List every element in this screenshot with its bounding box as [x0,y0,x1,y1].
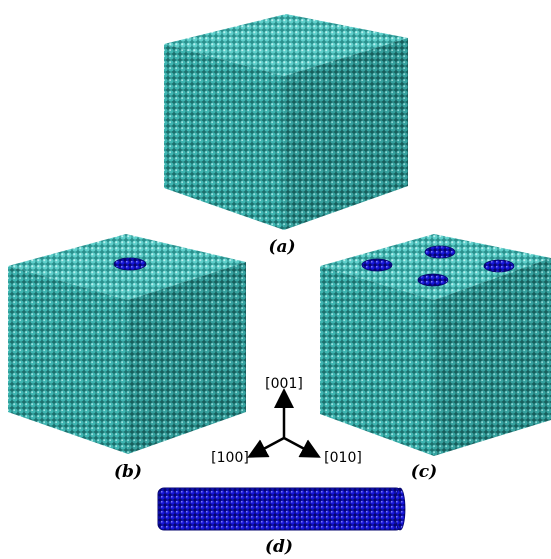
panel-label-b: (b) [114,462,142,482]
cube-c-left-face [320,266,434,456]
cube-a-right-face [284,38,408,230]
cube-a-top-face [164,14,408,76]
axis-y-arrow [283,436,321,458]
cube-c [320,234,551,456]
cube-c-inclusion-1 [424,245,456,259]
panel-label-c: (c) [411,462,437,482]
cube-c-inclusion-2 [361,258,393,272]
cube-c-inclusion-4 [417,273,449,287]
cube-c-top-face [320,234,551,300]
rod-d-body [157,487,403,531]
cube-b [8,234,246,454]
panel-label-d: (d) [265,537,293,557]
cube-b-right-face [128,262,246,454]
cube-b-left-face [8,266,128,454]
rod-d [157,487,406,531]
cube-a-left-face [164,44,284,230]
axis-y-label: [010] [324,450,362,466]
panel-label-a: (a) [268,237,295,257]
rod-d-end-cap [394,487,406,531]
cube-c-inclusion-3 [483,259,515,273]
axes-triad: [001] [100] [010] [211,376,362,466]
axis-x-arrow [247,436,285,458]
cube-b-inclusion [113,257,147,271]
axis-x-label: [100] [211,450,249,466]
cube-c-right-face [434,258,551,456]
cube-a [164,14,408,230]
axis-z-label: [001] [265,376,303,392]
